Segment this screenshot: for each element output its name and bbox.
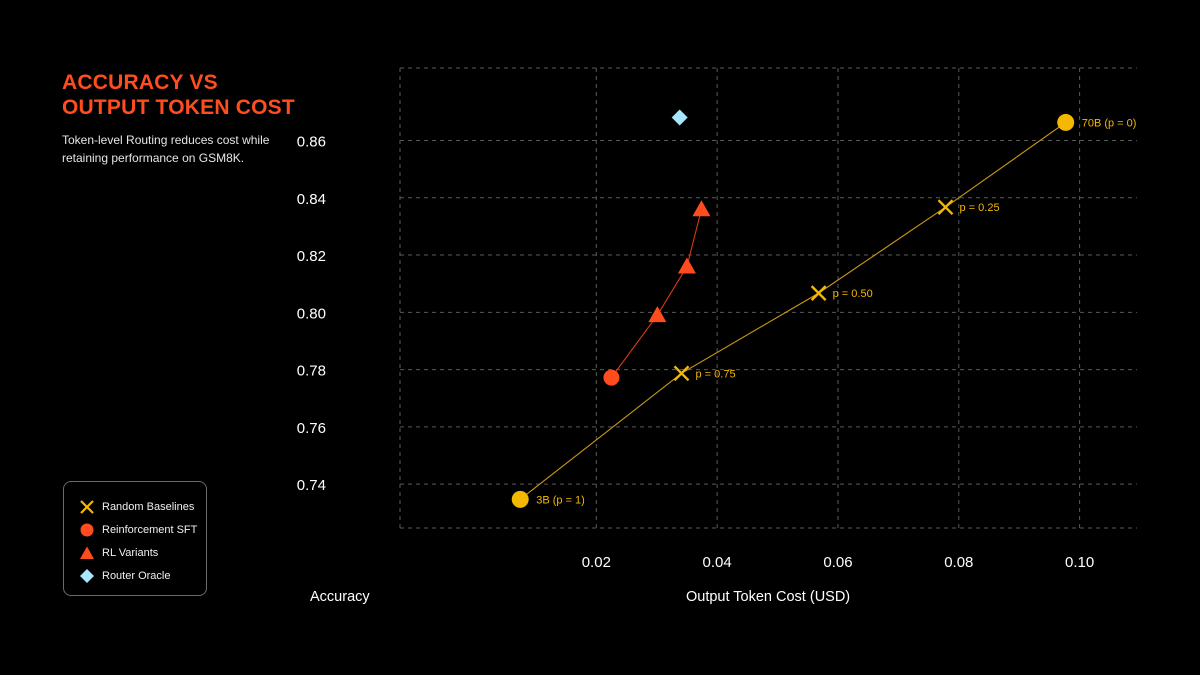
- y-tick-label: 0.80: [297, 305, 326, 322]
- rl-variant-marker: [677, 257, 696, 274]
- rl-variant-marker: [692, 200, 711, 217]
- legend-item-reinforcement-sft: Reinforcement SFT: [78, 518, 206, 541]
- random-baseline-point-label: p = 0.25: [960, 202, 1000, 214]
- random-baseline-x-marker: [810, 285, 827, 301]
- x-tick-label: 0.02: [582, 554, 611, 571]
- series-lines: [519, 121, 1067, 500]
- x-tick-label: 0.10: [1065, 554, 1094, 571]
- random-baseline-point-label: 3B (p = 1): [536, 494, 585, 506]
- reinforcement-sft-marker: [603, 369, 620, 386]
- rl-variants-line: [610, 209, 702, 378]
- rl-variant-marker: [648, 306, 667, 323]
- y-tick-label: 0.76: [297, 420, 326, 437]
- x-axis-label: Output Token Cost (USD): [686, 589, 851, 605]
- y-tick-label: 0.86: [297, 133, 326, 150]
- tick-labels: 0.74 0.76 0.78 0.80 0.82 0.84 0.86 0.02 0.04 0.06…: [297, 133, 1094, 571]
- y-tick-label: 0.82: [297, 248, 326, 265]
- random-baseline-point-label: p = 0.50: [833, 288, 873, 300]
- point-labels: 3B (p = 1) p = 0.75 p = 0.50 p = 0.25 70B (p…: [536, 117, 1136, 506]
- y-tick-label: 0.74: [297, 477, 326, 494]
- legend-label: Router Oracle: [102, 569, 171, 582]
- random-baseline-line: [519, 121, 1067, 500]
- chart-title: ACCURACY VS OUTPUT TOKEN COST: [62, 71, 295, 119]
- random-baseline-x-marker: [673, 365, 690, 382]
- legend-item-router-oracle: Router Oracle: [78, 564, 206, 587]
- x-tick-label: 0.04: [703, 554, 732, 571]
- random-baseline-point-label: 70B (p = 0): [1082, 117, 1137, 129]
- router-oracle-marker: [671, 109, 688, 126]
- grid: [399, 67, 1137, 529]
- x-tick-label: 0.06: [823, 554, 852, 571]
- random-baseline-x-marker: [937, 199, 954, 216]
- legend-label: Random Baselines: [102, 500, 195, 513]
- random-baseline-endpoint-marker: [1057, 113, 1075, 131]
- random-baseline-point-label: p = 0.75: [696, 368, 736, 380]
- y-axis-label: Accuracy: [310, 589, 370, 605]
- legend-item-rl-variants: RL Variants: [78, 541, 206, 564]
- chart-subtitle: Token-level Routing reduces cost while r…: [62, 133, 270, 165]
- y-tick-label: 0.78: [297, 363, 326, 380]
- legend-label: RL Variants: [102, 546, 159, 559]
- markers: [511, 109, 1075, 508]
- legend-label: Reinforcement SFT: [102, 523, 198, 536]
- legend-item-random-baselines: Random Baselines: [78, 495, 206, 518]
- x-tick-label: 0.08: [944, 554, 973, 571]
- triangle-marker-icon: [80, 546, 94, 559]
- legend: Random Baselines Reinforcement SFT RL Va…: [63, 481, 207, 596]
- circle-marker-icon: [80, 523, 94, 536]
- random-baseline-endpoint-marker: [511, 490, 529, 508]
- x-marker-icon: [80, 499, 94, 514]
- y-tick-label: 0.84: [297, 191, 326, 208]
- diamond-marker-icon: [80, 568, 94, 583]
